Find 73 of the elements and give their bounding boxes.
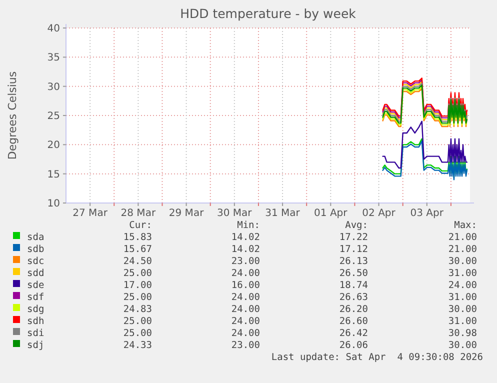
x-tick-label: 02 Apr <box>362 208 396 219</box>
x-tick-label: 01 Apr <box>314 208 348 219</box>
text: 15.67 <box>123 244 152 255</box>
text: 24.00 <box>231 268 260 279</box>
y-tick-label: 20 <box>47 140 60 152</box>
x-tick-label: 27 Mar <box>72 208 108 219</box>
text: Min: <box>237 220 260 231</box>
text: 17.22 <box>339 232 368 243</box>
text: 25.00 <box>123 292 152 303</box>
legend-label: sdj <box>27 340 44 351</box>
text: 23.00 <box>231 256 260 267</box>
text: 17.00 <box>123 280 152 291</box>
line-series <box>382 120 468 169</box>
text: 24.00 <box>231 316 260 327</box>
text: 21.00 <box>448 232 478 243</box>
text: 24.00 <box>448 280 478 291</box>
y-tick-label: 15 <box>47 169 60 180</box>
y-axis-title: Degrees Celsius <box>6 71 19 160</box>
x-tick-label: 31 Mar <box>265 208 301 219</box>
text: 30.00 <box>448 304 478 315</box>
legend-label: sdb <box>27 244 44 255</box>
text: 16.00 <box>231 280 260 291</box>
legend-label: sdh <box>27 316 44 327</box>
text: 25.00 <box>123 316 152 327</box>
text: 21.00 <box>448 244 478 255</box>
text: Max: <box>454 220 477 231</box>
text: 14.02 <box>231 232 260 243</box>
legend-label: sdi <box>27 328 44 339</box>
text: 25.00 <box>123 328 152 339</box>
text: 30.98 <box>448 328 478 339</box>
text: 24.50 <box>123 256 152 267</box>
text: 24.00 <box>231 304 260 315</box>
legend-label: sdf <box>27 292 44 303</box>
text: 26.60 <box>339 316 368 327</box>
text: 18.74 <box>339 280 368 291</box>
y-tick-label: 30 <box>47 82 60 93</box>
text: 30.00 <box>448 340 478 351</box>
text: 26.42 <box>339 328 368 339</box>
text: 31.00 <box>448 292 478 303</box>
text: 15.83 <box>123 232 152 243</box>
legend-label: sda <box>27 232 44 243</box>
text: 26.13 <box>339 256 368 267</box>
text: 26.20 <box>339 304 368 315</box>
y-tick-label: 40 <box>47 24 60 34</box>
text: 31.00 <box>448 268 478 279</box>
y-tick-label: 10 <box>47 198 60 210</box>
x-tick-label: 29 Mar <box>168 208 205 219</box>
y-tick-label: 25 <box>47 111 60 122</box>
text: Last update: Sat Apr 4 09:30:08 2026 <box>271 352 484 363</box>
chart-title: HDD temperature - by week <box>180 6 357 21</box>
text: 24.83 <box>123 304 152 315</box>
text: 26.50 <box>339 268 368 279</box>
text: 30.00 <box>448 256 478 267</box>
legend-label: sdd <box>27 268 44 279</box>
legend-label: sde <box>27 280 44 291</box>
text: Avg: <box>345 220 368 231</box>
text: 14.02 <box>231 244 260 255</box>
legend-label: sdg <box>27 304 44 315</box>
text: 25.00 <box>123 268 152 279</box>
x-tick-label: 28 Mar <box>120 208 156 219</box>
x-tick-label: 03 Apr <box>410 208 444 219</box>
text: 24.00 <box>231 328 260 339</box>
text: 24.33 <box>123 340 152 351</box>
text: 23.00 <box>231 340 260 351</box>
text: 26.06 <box>339 340 368 351</box>
y-tick-label: 35 <box>47 52 60 64</box>
text: 17.12 <box>339 244 368 255</box>
text: Cur: <box>129 220 152 231</box>
text: 24.00 <box>231 292 260 303</box>
text: 31.00 <box>448 316 478 327</box>
x-tick-label: 30 Mar <box>217 208 253 219</box>
text: 26.63 <box>339 292 368 303</box>
legend-label: sdc <box>27 256 44 267</box>
